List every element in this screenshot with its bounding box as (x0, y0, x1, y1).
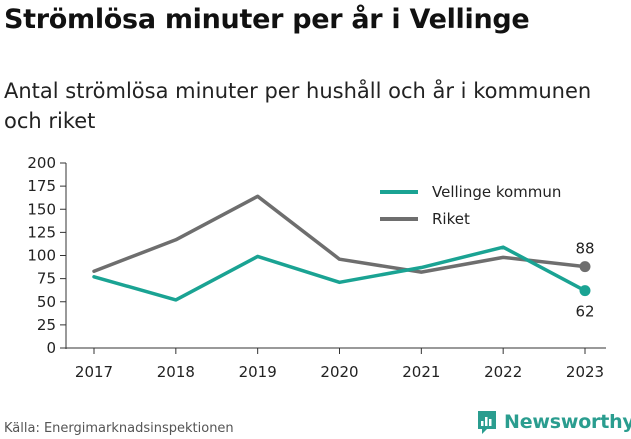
data-label: 88 (575, 240, 594, 258)
end-point-vellinge-kommun (579, 285, 591, 297)
y-tick-label: 125 (27, 223, 56, 241)
chart-subtitle: Antal strömlösa minuter per hushåll och … (4, 79, 592, 133)
line-chart: 0 25 50 75 100 125 150 175 200 2017 2018 2019 2020 20… (27, 154, 606, 381)
y-tick-label: 25 (37, 316, 56, 334)
y-tick-label: 100 (27, 247, 56, 265)
y-tick-label: 150 (27, 200, 56, 218)
x-tick-label: 2022 (484, 363, 522, 381)
y-tick-label: 50 (37, 293, 56, 311)
x-tick-label: 2020 (320, 363, 358, 381)
y-tick-label: 75 (37, 270, 56, 288)
x-tick-label: 2021 (402, 363, 440, 381)
legend-box (372, 178, 594, 234)
end-point-riket (579, 261, 591, 273)
x-tick-label: 2017 (75, 363, 113, 381)
source-note: Källa: Energimarknadsinspektionen (4, 421, 234, 436)
legend-label-vellinge-kommun: Vellinge kommun (432, 183, 561, 201)
x-tick-label: 2018 (157, 363, 195, 381)
brand-logo: Newsworthy (476, 407, 631, 437)
newsworthy-logo-icon (478, 411, 496, 434)
chart-title: Strömlösa minuter per år i Vellinge (4, 4, 530, 35)
series-line-riket (92, 194, 587, 274)
series-line-vellinge-kommun (92, 245, 587, 302)
y-tick-label: 175 (27, 177, 56, 195)
x-tick-label: 2023 (566, 363, 604, 381)
data-label: 62 (575, 303, 594, 321)
legend-label-riket: Riket (432, 210, 470, 228)
brand-name: Newsworthy (504, 411, 631, 433)
y-tick-label: 200 (27, 154, 56, 172)
y-tick-label: 0 (46, 339, 56, 357)
x-tick-label: 2019 (239, 363, 277, 381)
